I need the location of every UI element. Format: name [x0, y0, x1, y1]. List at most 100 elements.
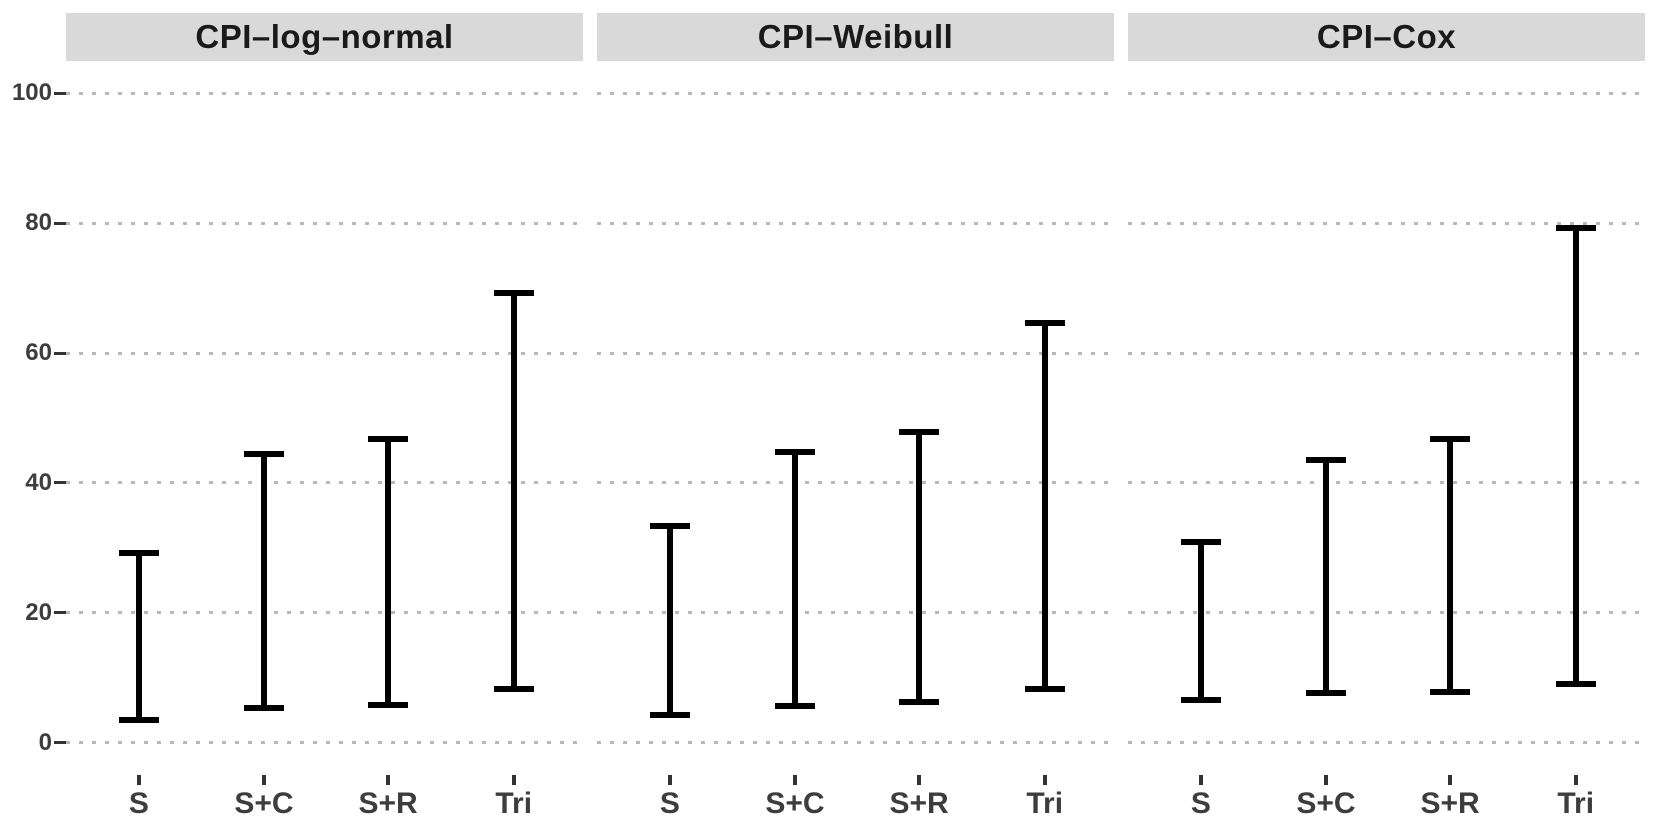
- errorbar-upper-cap: [775, 448, 815, 455]
- errorbar-upper-cap: [1306, 457, 1346, 464]
- x-axis-category-label: S+C: [1296, 787, 1356, 820]
- errorbar-S: [118, 550, 159, 723]
- facet-strip-label: CPI–Weibull: [597, 13, 1114, 61]
- x-axis-tick-mark: [917, 775, 922, 785]
- y-axis-tick-mark: [54, 741, 66, 745]
- x-axis-tick-mark: [1324, 775, 1328, 785]
- gridline-y20: [597, 611, 1114, 615]
- y-axis-tick-mark: [54, 221, 66, 225]
- x-axis-category-label: S+C: [765, 787, 825, 820]
- x-axis-tick-mark: [1448, 775, 1453, 785]
- gridline-y100: [66, 91, 583, 95]
- errorbar-lower-cap: [1180, 697, 1221, 704]
- x-axis-tick-mark: [511, 775, 516, 785]
- errorbar-lower-cap: [1306, 690, 1346, 697]
- x-axis-category-label: S+R: [889, 787, 949, 820]
- errorbar-upper-cap: [244, 450, 284, 457]
- errorbar-lower-cap: [493, 685, 534, 692]
- x-axis-tick-mark: [1042, 775, 1047, 785]
- errorbar-upper-cap: [649, 522, 690, 529]
- errorbar-stem: [385, 438, 392, 705]
- facet-3: CPI–Cox S S+C S+R Tri: [1128, 13, 1645, 830]
- errorbar-stem: [666, 525, 673, 716]
- facet-2: CPI–Weibull S S+C S+R Tri: [597, 13, 1114, 830]
- facet-strip-label: CPI–log–normal: [66, 13, 583, 61]
- x-axis-tick-mark: [136, 775, 141, 785]
- errorbar-stem: [1197, 541, 1204, 701]
- errorbar-upper-cap: [1555, 224, 1596, 231]
- gridline-y20: [66, 611, 583, 615]
- gridline-y40: [597, 481, 1114, 485]
- gridline-y0: [1128, 741, 1645, 745]
- errorbar-Tri: [493, 289, 534, 692]
- errorbar-Tri: [1555, 224, 1596, 688]
- x-axis-category-label: Tri: [495, 787, 533, 820]
- gridline-y20: [1128, 611, 1645, 615]
- x-axis-category-label: Tri: [1557, 787, 1595, 820]
- y-axis-tick-mark: [54, 481, 66, 485]
- errorbar-upper-cap: [899, 429, 940, 436]
- gridline-y40: [1128, 481, 1645, 485]
- x-axis-category-label: S+R: [358, 787, 418, 820]
- errorbar-stem: [135, 553, 142, 720]
- y-axis-tick-label: 80: [25, 209, 52, 237]
- x-axis-category-label: S: [128, 787, 149, 820]
- plot-panel: [597, 61, 1114, 775]
- gridline-y0: [597, 741, 1114, 745]
- gridline-y80: [1128, 221, 1645, 225]
- x-axis-tick-mark: [1573, 775, 1578, 785]
- x-axis-labels: S S+C S+R Tri: [597, 775, 1114, 830]
- errorbar-lower-cap: [368, 701, 409, 708]
- gridline-y60: [66, 351, 583, 355]
- errorbar-stem: [1041, 322, 1048, 690]
- errorbar-lower-cap: [1430, 688, 1471, 695]
- y-axis-tick-mark: [54, 351, 66, 355]
- errorbar-lower-cap: [775, 702, 815, 709]
- x-axis-category-label: S+R: [1420, 787, 1480, 820]
- plot-panel: [66, 61, 583, 775]
- errorbar-upper-cap: [1430, 436, 1471, 443]
- x-axis-category-label: S: [1190, 787, 1211, 820]
- y-axis-tick-mark: [54, 611, 66, 615]
- y-axis-tick-label: 0: [38, 728, 52, 756]
- y-axis-tick-label: 40: [25, 468, 52, 496]
- x-axis-labels: S S+C S+R Tri: [66, 775, 583, 830]
- y-axis-tick-label: 20: [25, 598, 52, 626]
- errorbar-stem: [510, 292, 517, 689]
- errorbar-S+C: [775, 448, 815, 709]
- x-axis-tick-mark: [1198, 775, 1203, 785]
- x-axis-labels: S S+C S+R Tri: [1128, 775, 1645, 830]
- x-axis-tick-mark: [386, 775, 391, 785]
- errorbar-upper-cap: [368, 435, 409, 442]
- x-axis-category-label: S+C: [234, 787, 294, 820]
- errorbar-Tri: [1024, 319, 1065, 693]
- gridline-y80: [597, 221, 1114, 225]
- y-axis-tick-label: 100: [11, 79, 52, 107]
- errorbar-S+R: [368, 435, 409, 708]
- errorbar-lower-cap: [899, 699, 940, 706]
- y-axis-tick-mark: [54, 91, 66, 95]
- errorbar-S+C: [244, 450, 284, 712]
- errorbar-stem: [916, 432, 923, 703]
- errorbar-stem: [261, 453, 267, 709]
- gridline-y60: [1128, 351, 1645, 355]
- errorbar-stem: [1572, 227, 1579, 685]
- errorbar-S: [649, 522, 690, 719]
- errorbar-upper-cap: [1024, 319, 1065, 326]
- plot-panel: [1128, 61, 1645, 775]
- gridline-y100: [1128, 91, 1645, 95]
- x-axis-tick-mark: [793, 775, 797, 785]
- errorbar-lower-cap: [244, 705, 284, 712]
- gridline-y100: [597, 91, 1114, 95]
- x-axis-tick-mark: [262, 775, 266, 785]
- gridline-y0: [66, 741, 583, 745]
- gridline-y40: [66, 481, 583, 485]
- errorbar-lower-cap: [118, 716, 159, 723]
- x-axis-category-label: Tri: [1026, 787, 1064, 820]
- facet-panels: CPI–log–normal S S+C S+R Tri CPI–Weibull S S+C S…: [66, 13, 1645, 830]
- errorbar-stem: [1447, 439, 1454, 692]
- errorbar-S+R: [899, 429, 940, 706]
- errorbar-lower-cap: [1024, 686, 1065, 693]
- errorbar-lower-cap: [649, 712, 690, 719]
